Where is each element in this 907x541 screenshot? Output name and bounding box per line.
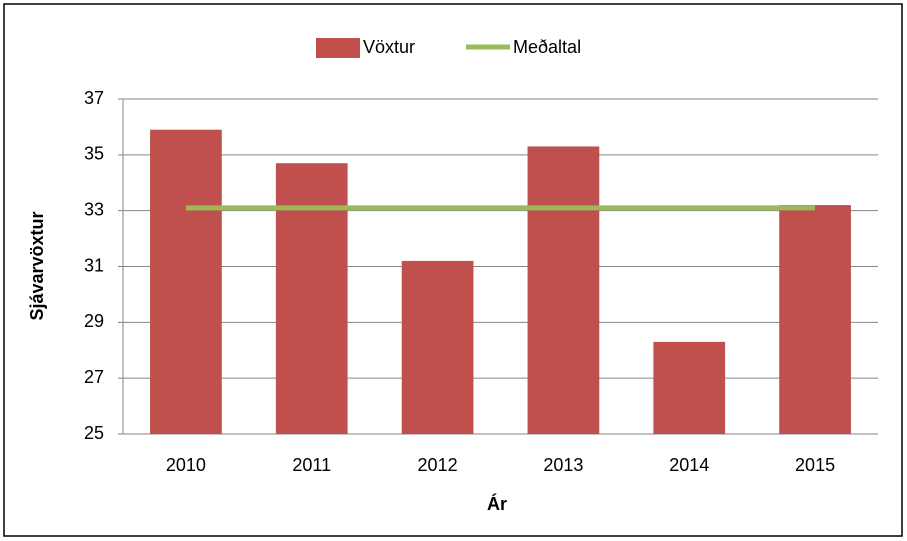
x-tick-label: 2014 (669, 455, 709, 475)
x-tick-label: 2010 (166, 455, 206, 475)
x-axis-title: Ár (487, 493, 507, 514)
y-tick-label: 27 (84, 367, 104, 387)
x-tick-label: 2013 (543, 455, 583, 475)
y-tick-label: 37 (84, 88, 104, 108)
legend-label: Vöxtur (363, 37, 415, 57)
bar (150, 129, 222, 435)
bar (527, 146, 600, 435)
x-tick-label: 2015 (795, 455, 835, 475)
legend-label: Meðaltal (513, 37, 581, 57)
legend-swatch (316, 38, 360, 58)
bar (653, 341, 726, 434)
bar (401, 260, 474, 434)
bar (779, 205, 851, 434)
y-tick-label: 31 (84, 255, 104, 275)
y-tick-label: 35 (84, 144, 104, 164)
y-tick-label: 25 (84, 423, 104, 443)
y-axis-title: Sjávarvöxtur (27, 211, 47, 320)
x-tick-label: 2011 (292, 455, 331, 475)
y-tick-label: 33 (84, 199, 104, 219)
bar (275, 163, 348, 435)
y-tick-label: 29 (84, 311, 104, 331)
x-tick-label: 2012 (418, 455, 458, 475)
